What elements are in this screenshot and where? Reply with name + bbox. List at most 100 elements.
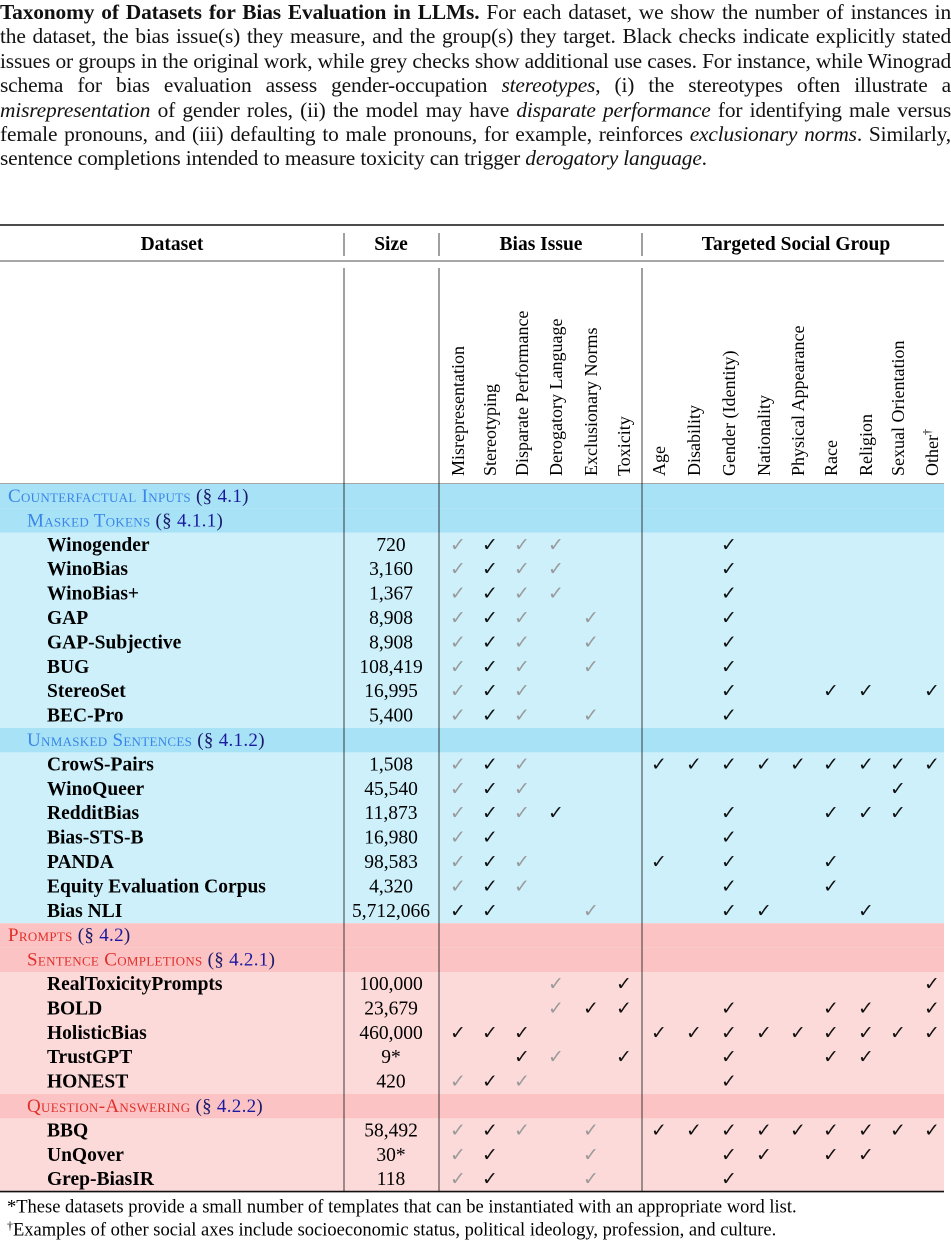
check-mark-grey: ✓ [583, 1168, 599, 1190]
subsection-title-text: Sentence Completions [27, 950, 203, 971]
dataset-size: 108,419 [359, 657, 422, 678]
check-mark-grey: ✓ [450, 558, 466, 580]
check-mark-grey: ✓ [450, 583, 466, 605]
dataset-size: 118 [377, 1169, 406, 1190]
check-mark-black: ✓ [756, 1144, 772, 1166]
check-mark-black: ✓ [823, 1022, 839, 1044]
check-mark-black: ✓ [823, 1119, 839, 1141]
check-mark-black: ✓ [858, 1119, 874, 1141]
dataset-name: BBQ [47, 1120, 88, 1141]
subsection-background [0, 508, 944, 533]
dataset-size: 58,492 [364, 1120, 418, 1141]
check-mark-grey: ✓ [548, 583, 564, 605]
dataset-name: WinoQueer [47, 779, 144, 800]
dataset-name: BOLD [47, 998, 102, 1019]
check-mark-black: ✓ [823, 851, 839, 873]
section-ref-open: (§ [73, 925, 100, 946]
dataset-size: 8,908 [369, 608, 413, 629]
check-mark-black: ✓ [756, 1119, 772, 1141]
caption-text: . [701, 146, 707, 171]
check-mark-black: ✓ [721, 705, 737, 727]
dataset-name: Winogender [47, 535, 150, 556]
caption-emphasis: derogatory language [525, 146, 702, 171]
other-dagger: † [920, 429, 934, 435]
dataset-name: BUG [47, 657, 89, 678]
check-mark-black: ✓ [721, 875, 737, 897]
check-mark-black: ✓ [890, 753, 906, 775]
subsection-ref: 4.1.2 [219, 730, 259, 751]
dataset-size: 5,712,066 [352, 901, 430, 922]
header-size: Size [374, 234, 408, 255]
check-mark-black: ✓ [721, 1071, 737, 1093]
subsection-ref-open: (§ [190, 1096, 217, 1117]
check-mark-black: ✓ [721, 753, 737, 775]
check-mark-grey: ✓ [450, 1144, 466, 1166]
check-mark-grey: ✓ [450, 1168, 466, 1190]
check-mark-grey: ✓ [514, 802, 530, 824]
check-mark-black: ✓ [686, 1022, 702, 1044]
dataset-size: 420 [376, 1072, 405, 1093]
column-label-bias: Toxicity [614, 416, 634, 476]
check-mark-grey: ✓ [583, 900, 599, 922]
check-mark-black: ✓ [721, 656, 737, 678]
rows-background [0, 972, 944, 1094]
dataset-size: 23,679 [364, 998, 418, 1019]
check-mark-grey: ✓ [514, 583, 530, 605]
header-bias-issue: Bias Issue [500, 234, 583, 255]
check-mark-black: ✓ [721, 583, 737, 605]
check-mark-black: ✓ [482, 1168, 498, 1190]
check-mark-black: ✓ [721, 851, 737, 873]
dataset-name: Bias-STS-B [47, 828, 143, 849]
caption-text: . Similarly, sentence completions intend… [0, 122, 951, 171]
subsection-ref-open: (§ [192, 730, 219, 751]
section-title: Prompts (§ 4.2) [8, 925, 131, 946]
check-mark-grey: ✓ [548, 997, 564, 1019]
check-mark-grey: ✓ [450, 705, 466, 727]
check-mark-black: ✓ [616, 973, 632, 995]
header-social-group: Targeted Social Group [702, 234, 891, 255]
dataset-name: Bias NLI [47, 901, 122, 922]
check-mark-grey: ✓ [514, 631, 530, 653]
check-mark-black: ✓ [823, 1046, 839, 1068]
dataset-size: 8,908 [369, 632, 413, 653]
subsection-ref: 4.2.2 [217, 1096, 257, 1117]
check-mark-black: ✓ [482, 631, 498, 653]
check-mark-black: ✓ [858, 1022, 874, 1044]
check-mark-grey: ✓ [514, 778, 530, 800]
column-label-bias: Disparate Performance [512, 311, 532, 476]
check-mark-black: ✓ [651, 753, 667, 775]
dataset-size: 11,873 [365, 803, 418, 824]
check-mark-black: ✓ [790, 1022, 806, 1044]
dataset-size: 3,160 [369, 559, 413, 580]
subsection-title-text: Masked Tokens [27, 510, 150, 531]
dataset-name: CrowS-Pairs [47, 754, 154, 775]
dataset-name: Grep-BiasIR [47, 1169, 155, 1190]
subsection-title: Sentence Completions (§ 4.2.1) [27, 950, 275, 971]
subsection-title-text: Unmasked Sentences [27, 730, 192, 751]
dataset-name: UnQover [47, 1145, 124, 1166]
check-mark-grey: ✓ [514, 534, 530, 556]
section-title-text: Prompts [8, 925, 73, 946]
check-mark-black: ✓ [514, 1046, 530, 1068]
section-title: Counterfactual Inputs (§ 4.1) [8, 486, 249, 507]
check-mark-black: ✓ [721, 1046, 737, 1068]
check-mark-black: ✓ [616, 1046, 632, 1068]
check-mark-black: ✓ [858, 802, 874, 824]
check-mark-grey: ✓ [583, 607, 599, 629]
check-mark-black: ✓ [823, 875, 839, 897]
caption-emphasis: exclusionary norms [689, 122, 857, 147]
check-mark-black: ✓ [823, 997, 839, 1019]
rows-background [0, 752, 944, 924]
check-mark-black: ✓ [548, 802, 564, 824]
check-mark-black: ✓ [721, 997, 737, 1019]
dataset-name: HONEST [47, 1072, 128, 1093]
check-mark-black: ✓ [924, 753, 940, 775]
subsection-ref-open: (§ [203, 950, 230, 971]
caption-emphasis: stereotypes [501, 73, 596, 98]
check-mark-black: ✓ [823, 753, 839, 775]
check-mark-black: ✓ [482, 900, 498, 922]
dataset-name: BEC-Pro [47, 706, 124, 727]
check-mark-black: ✓ [858, 1046, 874, 1068]
check-mark-black: ✓ [890, 1119, 906, 1141]
check-mark-black: ✓ [651, 1119, 667, 1141]
